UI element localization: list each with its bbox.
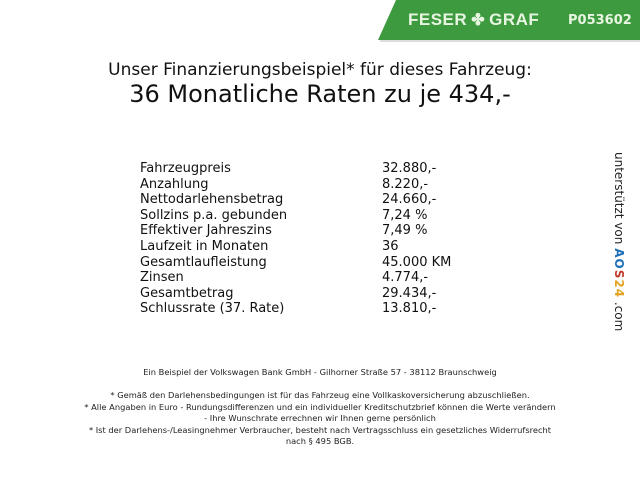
table-row: Sollzins p.a. gebunden 7,24 % (140, 208, 451, 224)
row-value: 45.000 KM (382, 254, 452, 270)
table-row: Gesamtlaufleistung 45.000 KM (140, 255, 451, 271)
table-row: Effektiver Jahreszins 7,49 % (140, 223, 451, 239)
row-value: 7,24 % (382, 207, 428, 223)
title-line2: 36 Monatliche Raten zu je 434,- (129, 80, 511, 108)
footnote-1: * Gemäß den Darlehensbedingungen ist für… (110, 390, 530, 400)
sponsor-text: unterstützt von AOS24 .com (612, 152, 626, 331)
brand-banner (378, 0, 640, 40)
brand-name: FESER (408, 10, 468, 29)
row-label: Laufzeit in Monaten (140, 238, 269, 254)
row-label: Nettodarlehensbetrag (140, 192, 284, 208)
row-label: Effektiver Jahreszins (140, 223, 272, 239)
table-row: Anzahlung 8.220,- (140, 177, 451, 193)
row-label: Sollzins p.a. gebunden (140, 207, 288, 223)
footnote-3a: * Ist der Darlehens-/Leasingnehmer Verbr… (88, 425, 552, 435)
row-label: Fahrzeugpreis (140, 161, 231, 176)
feser-graf-logo: FESER ✤ GRAF (408, 10, 539, 30)
bank-note: Ein Beispiel der Volkswagen Bank GmbH - … (143, 367, 497, 377)
table-row: Zinsen 4.774,- (140, 270, 451, 286)
row-value: 32.880,- (382, 161, 437, 176)
aos24-logo: AOS24 (612, 248, 626, 299)
row-value: 7,49 % (382, 223, 428, 239)
footnote-2b: - Ihre Wunschrate errechnen wir Ihnen ge… (204, 413, 436, 423)
product-id: P053602 (568, 13, 632, 28)
table-row: Fahrzeugpreis 32.880,- (140, 161, 451, 177)
sponsor-prefix: unterstützt von (612, 152, 626, 245)
clover-icon: ✤ (471, 12, 486, 29)
brand-name-2: GRAF (489, 10, 540, 29)
row-value: 24.660,- (382, 192, 437, 208)
footnote-3b: nach § 495 BGB. (285, 436, 355, 446)
banner-divider (380, 40, 640, 42)
finance-table: Fahrzeugpreis 32.880,- Anzahlung 8.220,- Net… (140, 161, 451, 317)
table-row: Gesamtbetrag 29.434,- (140, 286, 451, 302)
footnote-2a: * Alle Angaben in Euro - Rundungsdiffere… (84, 402, 556, 412)
row-label: Anzahlung (140, 176, 209, 192)
row-value: 13.810,- (382, 301, 437, 317)
row-label: Zinsen (140, 270, 184, 286)
sponsor-suffix: .com (612, 301, 626, 332)
row-label: Gesamtlaufleistung (140, 254, 267, 270)
title-line1: Unser Finanzierungsbeispiel* für dieses … (108, 60, 532, 80)
row-value: 29.434,- (382, 285, 437, 301)
row-label: Gesamtbetrag (140, 285, 234, 301)
table-row: Laufzeit in Monaten 36 (140, 239, 451, 255)
table-row: Schlussrate (37. Rate) 13.810,- (140, 301, 451, 317)
row-value: 4.774,- (382, 270, 429, 286)
row-label: Schlussrate (37. Rate) (140, 301, 285, 317)
row-value: 36 (382, 238, 399, 254)
row-value: 8.220,- (382, 176, 429, 192)
table-row: Nettodarlehensbetrag 24.660,- (140, 192, 451, 208)
